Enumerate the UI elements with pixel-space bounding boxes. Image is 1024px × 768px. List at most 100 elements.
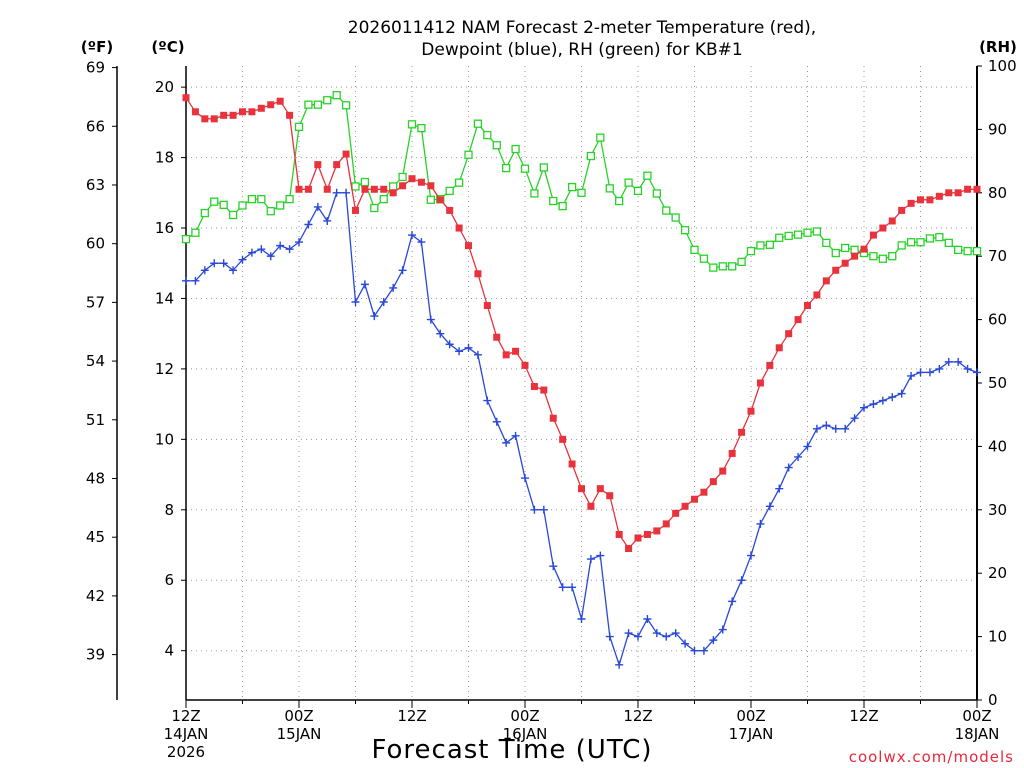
time-tick-label: 12Z [849,707,878,725]
dewpoint-point [323,216,332,225]
celsius-tick-label: 4 [164,642,174,660]
fahrenheit-unit-label: (ºF) [81,38,113,56]
dewpoint-point [568,583,577,592]
temperature-point [643,530,651,538]
dewpoint-point [916,368,925,377]
rh-point [323,96,332,105]
rh-point [822,238,831,248]
rh-point [520,164,530,173]
temperature-point [935,192,943,200]
temperature-series [182,94,981,553]
rh-point [228,210,238,220]
fahrenheit-tick-label: 63 [86,176,105,194]
temperature-point [578,485,585,493]
temperature-point [625,545,633,553]
rh-series [181,91,982,272]
time-tick-label: 14JAN [164,725,209,743]
time-tick-label: 12Z [397,707,426,725]
rh-point [266,207,275,216]
dewpoint-point [935,364,944,373]
temperature-point [314,161,322,169]
time-tick-label: 16JAN [503,725,548,743]
temperature-point [869,231,877,239]
rh-tick-label: 100 [988,57,1017,75]
dewpoint-point [295,238,303,247]
temperature-point [417,178,425,186]
temperature-point [323,185,331,193]
time-tick-label: 12Z [623,707,652,725]
dewpoint-point [342,188,351,197]
temperature-point [559,435,567,443]
temperature-point [756,379,764,387]
rh-point [473,119,483,128]
temperature-point [286,111,294,119]
temperature-point [681,502,689,510]
celsius-tick-label: 10 [155,430,174,448]
dewpoint-point [549,562,558,571]
dewpoint-point [634,632,642,641]
temperature-point [945,189,953,197]
rh-point [370,203,379,213]
temperature-point [380,185,388,193]
rh-point [558,201,567,211]
rh-tick-label: 50 [988,374,1007,392]
tick-labels: 39 42 45 48 51 54 57 60 63 66 69 4 6 8 10 12 14 16 18 20 0 10… [86,57,1017,761]
temperature-point [521,361,529,369]
rh-point [238,201,247,210]
temperature-point [851,252,859,260]
temperature-point [493,333,501,341]
dewpoint-point [436,329,445,338]
rh-point [897,241,906,250]
dewpoint-point [360,280,369,289]
temperature-point [201,115,209,123]
rh-point [389,182,398,191]
dewpoint-point [426,315,435,324]
rh-point [445,186,454,196]
rh-point [935,233,944,242]
rh-point [662,206,671,215]
temperature-point [427,182,435,190]
dewpoint-point [577,614,586,623]
rh-point [181,234,191,244]
temperature-point [191,108,199,116]
rh-point [567,182,577,192]
temperature-point [822,277,830,285]
dewpoint-point [803,442,812,451]
celsius-tick-label: 20 [155,78,174,96]
temperature-point [841,259,849,267]
rh-point [351,182,360,191]
dewpoint-point [332,188,341,197]
dewpoint-point [389,283,398,292]
rh-point [407,120,417,129]
rh-point [699,254,709,263]
dewpoint-point [408,231,416,240]
dewpoint-point [276,241,285,250]
temperature-point [436,196,444,204]
rh-point [954,245,963,255]
temperature-point [568,460,576,468]
rh-point [398,172,407,182]
dewpoint-point [370,312,379,321]
temperature-point [615,530,623,538]
temperature-point [907,199,915,207]
dewpoint-point [596,551,605,560]
dewpoint-point [709,636,718,645]
temperature-point [973,185,981,193]
temperature-point [954,189,962,197]
dewpoint-point [747,551,755,560]
rh-point [812,227,822,236]
dewpoint-point [841,424,850,433]
dewpoint-point [313,202,322,211]
rh-point [257,194,266,204]
rh-tick-label: 90 [988,120,1007,138]
dewpoint-point [850,414,859,423]
temperature-point [719,467,727,475]
rh-point [765,240,774,249]
dewpoint-point [954,357,963,366]
temperature-point [775,344,783,352]
temperature-point [455,224,463,232]
rh-point [746,246,756,256]
rh-point [549,196,558,206]
rh-point [596,133,605,142]
